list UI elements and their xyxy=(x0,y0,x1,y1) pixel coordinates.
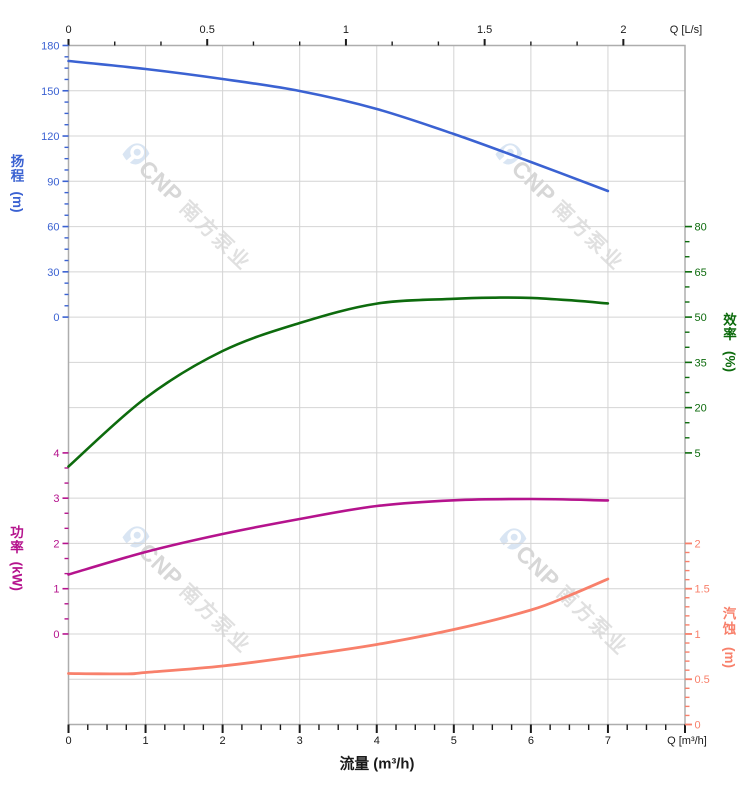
svg-text:35: 35 xyxy=(695,357,707,369)
svg-text:率: 率 xyxy=(723,326,737,342)
svg-text:2: 2 xyxy=(53,538,59,550)
svg-text:150: 150 xyxy=(41,86,59,98)
svg-text:3: 3 xyxy=(53,493,59,505)
svg-text:1: 1 xyxy=(53,584,59,596)
svg-text:功: 功 xyxy=(10,525,24,540)
svg-text:80: 80 xyxy=(695,222,707,234)
svg-text:0.5: 0.5 xyxy=(695,674,710,686)
svg-text:4: 4 xyxy=(53,448,59,460)
svg-text:扬: 扬 xyxy=(11,153,25,169)
svg-text:6: 6 xyxy=(528,735,534,747)
svg-text:2: 2 xyxy=(220,735,226,747)
svg-text:1: 1 xyxy=(695,629,701,641)
svg-text:90: 90 xyxy=(47,176,59,188)
svg-text:20: 20 xyxy=(695,403,707,415)
svg-text:流量 (m³/h): 流量 (m³/h) xyxy=(340,755,415,773)
svg-text:率: 率 xyxy=(10,539,24,555)
svg-text:0.5: 0.5 xyxy=(200,24,215,36)
svg-text:120: 120 xyxy=(41,131,59,143)
svg-text:蚀: 蚀 xyxy=(722,620,737,636)
svg-text:Q [L/s]: Q [L/s] xyxy=(670,24,702,36)
svg-text:7: 7 xyxy=(605,735,611,747)
svg-text:30: 30 xyxy=(47,267,59,279)
svg-text:0: 0 xyxy=(695,720,701,732)
svg-text:4: 4 xyxy=(374,735,380,747)
svg-text:0: 0 xyxy=(65,735,71,747)
svg-text:程: 程 xyxy=(11,169,25,184)
svg-text:(%): (%) xyxy=(722,351,737,372)
svg-text:50: 50 xyxy=(695,312,707,324)
svg-text:5: 5 xyxy=(451,735,457,747)
svg-text:1: 1 xyxy=(143,735,149,747)
svg-text:3: 3 xyxy=(297,735,303,747)
svg-text:180: 180 xyxy=(41,41,59,53)
svg-text:汽: 汽 xyxy=(723,606,737,622)
svg-text:60: 60 xyxy=(47,222,59,234)
svg-text:65: 65 xyxy=(695,267,707,279)
svg-text:1.5: 1.5 xyxy=(477,24,492,36)
svg-text:5: 5 xyxy=(695,448,701,460)
svg-text:1.5: 1.5 xyxy=(695,584,710,596)
svg-text:(m): (m) xyxy=(722,647,737,668)
svg-text:0: 0 xyxy=(65,24,71,36)
svg-text:(m): (m) xyxy=(10,192,25,213)
svg-text:0: 0 xyxy=(53,629,59,641)
svg-text:Q [m³/h]: Q [m³/h] xyxy=(667,735,707,747)
svg-text:(kW): (kW) xyxy=(9,562,24,591)
svg-text:效: 效 xyxy=(723,311,737,327)
svg-text:2: 2 xyxy=(620,24,626,36)
svg-text:1: 1 xyxy=(343,24,349,36)
svg-text:2: 2 xyxy=(695,538,701,550)
svg-text:0: 0 xyxy=(53,312,59,324)
